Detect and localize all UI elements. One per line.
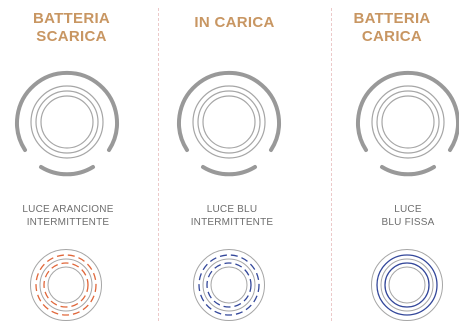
state-title-line: SCARICA [36,28,107,45]
led-ring [193,249,265,321]
button-ring [376,90,440,154]
outer-ring-arc [15,70,119,152]
button-ring [371,85,445,159]
led-ring [202,258,256,312]
state-battery-low: BATTERIA SCARICA LUCE ARANCIONE INTERMIT… [0,0,153,321]
state-title-line: BATTERIA [32,10,111,27]
column-divider [331,8,332,321]
state-title: BATTERIA SCARICA [0,10,148,46]
led-ring [30,249,102,321]
outer-ring-arc [39,165,95,177]
led-light-ring-dashed [35,254,97,316]
caption-line: LUCE [394,204,422,215]
state-battery-charged: BATTERIA CARICA LUCE BLU FISSA [306,0,459,321]
power-button-icon [15,70,119,177]
state-title: BATTERIA CARICA [332,10,452,46]
led-ring [47,266,85,304]
led-ring [371,249,443,321]
state-title-line: CARICA [361,28,423,45]
button-ring [35,90,99,154]
outer-ring-arc [201,165,257,177]
state-title: IN CARICA [158,14,311,32]
outer-ring-arc [177,70,281,152]
led-light-ring-dashed [43,262,89,308]
led-light-ring-solid [376,254,438,316]
caption-line: BLU FISSA [381,217,435,228]
button-ring [381,95,435,149]
outer-ring-arc [356,70,459,152]
button-ring [197,90,261,154]
button-ring [30,85,104,159]
column-divider [158,8,159,321]
light-caption: LUCE BLU FISSA [352,203,459,229]
led-light-ring-dashed [206,262,252,308]
led-light-ring-dashed [198,254,260,316]
state-title-line: IN CARICA [194,14,275,31]
led-blue-solid-icon [371,249,443,321]
button-ring [40,95,94,149]
led-ring [210,266,248,304]
button-ring [192,85,266,159]
caption-line: INTERMITTENTE [190,217,274,228]
caption-line: LUCE ARANCIONE [22,204,114,215]
caption-line: INTERMITTENTE [26,217,110,228]
power-button-icon [356,70,459,177]
button-ring [202,95,256,149]
led-blue-blinking-icon [193,249,265,321]
light-caption: LUCE BLU INTERMITTENTE [176,203,288,229]
led-ring [39,258,93,312]
led-orange-blinking-icon [30,249,102,321]
led-ring [388,266,426,304]
outer-ring-arc [380,165,436,177]
caption-line: LUCE BLU [206,204,258,215]
light-caption: LUCE ARANCIONE INTERMITTENTE [12,203,124,229]
power-button-icon [177,70,281,177]
led-ring [380,258,434,312]
led-light-ring-solid [384,262,430,308]
state-title-line: BATTERIA [353,10,431,27]
state-charging: IN CARICA LUCE BLU INTERMITTENTE [153,0,306,321]
